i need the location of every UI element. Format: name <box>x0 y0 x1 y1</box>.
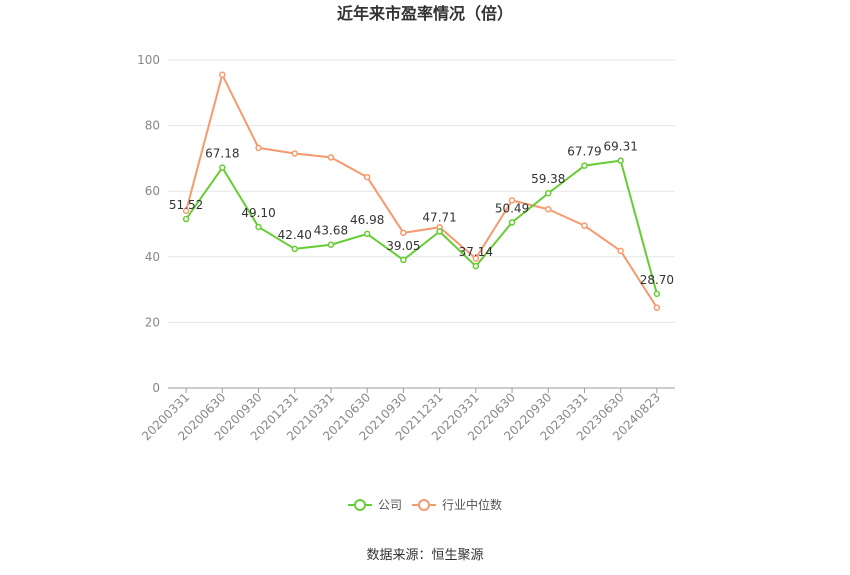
industry-median-point[interactable] <box>327 154 335 161</box>
industry-median-point[interactable] <box>653 304 661 311</box>
company-data-label: 39.05 <box>386 239 420 253</box>
company-data-label: 42.40 <box>278 228 312 242</box>
company-data-label: 50.49 <box>495 201 529 215</box>
company-point[interactable] <box>327 241 335 248</box>
chart-title: 近年来市盈率情况（倍） <box>337 4 513 23</box>
series-line-company <box>185 159 658 295</box>
y-tick-label: 80 <box>145 119 160 133</box>
company-point[interactable] <box>291 245 298 253</box>
grid-lines <box>168 59 675 323</box>
company-data-label: 47.71 <box>422 211 456 225</box>
company-data-label: 67.79 <box>567 145 601 159</box>
company-point[interactable] <box>436 228 443 235</box>
company-point[interactable] <box>219 164 226 171</box>
legend-label-industry-median[interactable]: 行业中位数 <box>442 497 502 512</box>
company-point[interactable] <box>617 157 624 164</box>
y-tick-label: 20 <box>145 315 160 329</box>
industry-median-point[interactable] <box>291 150 298 157</box>
legend-marker-company <box>354 499 366 511</box>
industry-median-point[interactable] <box>472 255 480 262</box>
y-tick-label: 60 <box>145 184 160 198</box>
company-data-label: 43.68 <box>314 224 348 238</box>
legend-label-company[interactable]: 公司 <box>378 498 402 512</box>
company-data-label: 59.38 <box>531 172 565 186</box>
series-line-industry-median <box>185 73 658 309</box>
company-point[interactable] <box>508 219 516 226</box>
y-tick-label: 100 <box>137 53 160 67</box>
company-point[interactable] <box>182 215 190 223</box>
company-point[interactable] <box>581 162 588 169</box>
y-tick-label: 0 <box>152 381 160 395</box>
company-point[interactable] <box>545 189 552 197</box>
company-data-label: 51.52 <box>169 198 203 212</box>
industry-median-point[interactable] <box>617 247 624 255</box>
series-lines <box>182 71 661 311</box>
industry-median-point[interactable] <box>508 197 516 204</box>
source-note: 数据来源：恒生聚源 <box>366 548 483 563</box>
industry-median-point[interactable] <box>400 229 407 237</box>
company-data-label: 37.14 <box>459 245 493 259</box>
company-point[interactable] <box>472 262 480 270</box>
company-point[interactable] <box>400 256 407 264</box>
company-point[interactable] <box>363 230 371 238</box>
industry-median-point[interactable] <box>255 144 262 152</box>
industry-median-point[interactable] <box>545 205 552 213</box>
y-tick-label: 40 <box>145 250 160 264</box>
legend-marker-industry-median <box>418 499 430 511</box>
industry-median-point[interactable] <box>581 222 588 229</box>
company-data-label: 69.31 <box>603 140 637 154</box>
company-point[interactable] <box>653 290 661 298</box>
industry-median-point[interactable] <box>219 71 226 79</box>
legend: 公司 行业中位数 <box>348 497 502 512</box>
company-data-label: 46.98 <box>350 213 384 227</box>
company-data-label: 49.10 <box>241 206 275 220</box>
industry-median-point[interactable] <box>363 173 371 181</box>
company-point[interactable] <box>255 223 262 231</box>
company-data-label: 67.18 <box>205 147 239 161</box>
company-data-label: 28.70 <box>640 273 674 287</box>
industry-median-point[interactable] <box>182 207 190 215</box>
